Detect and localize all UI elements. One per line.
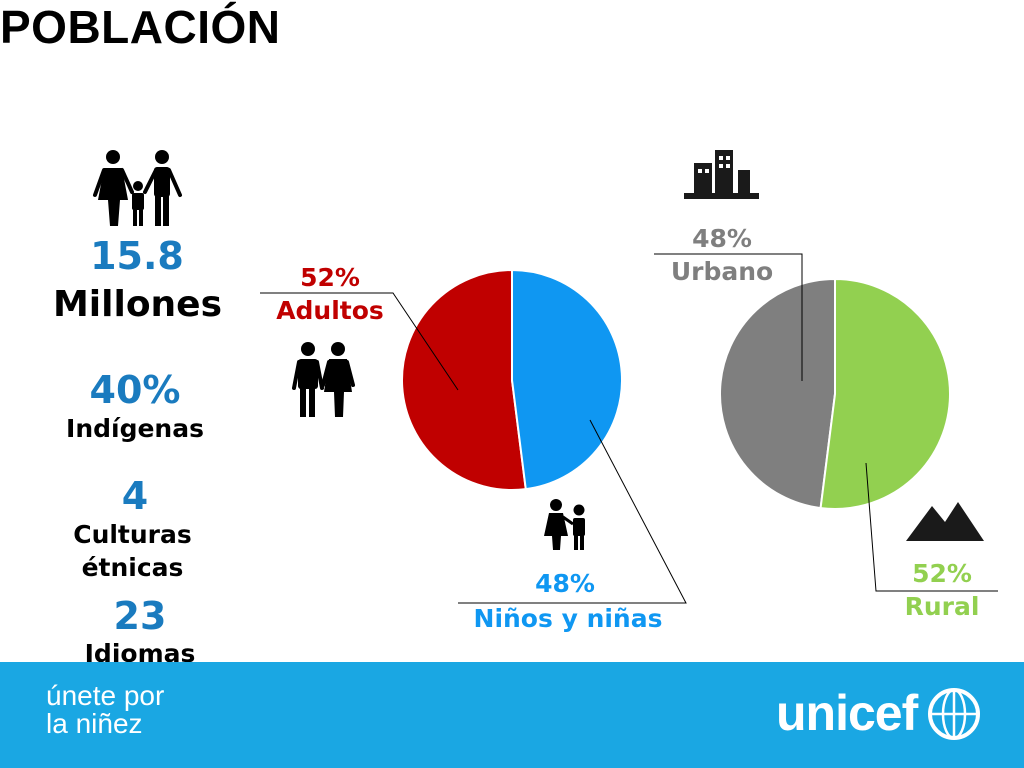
mountain-icon <box>906 502 984 541</box>
leader-line-rural <box>865 462 998 592</box>
leader-line-urban <box>654 253 803 381</box>
family-icon <box>93 150 182 226</box>
indigenous-label: Indígenas <box>66 414 204 443</box>
pie-chart-area <box>719 277 951 510</box>
pie-slice-children <box>511 268 623 491</box>
languages-value: 23 <box>113 594 167 638</box>
page-title: POBLACIÓN <box>0 1 281 53</box>
children-percent-label: 48% <box>535 569 595 598</box>
adults-icon <box>292 342 355 417</box>
city-icon <box>684 150 759 199</box>
pie-slice-urban <box>719 277 836 510</box>
urban-percent-label: 48% <box>692 224 752 253</box>
cultures-value: 4 <box>121 474 149 518</box>
adults-name-label: Adultos <box>276 296 384 325</box>
cultures-label-line1: Culturas <box>73 520 192 549</box>
footer-tagline: únete por la niñez <box>46 680 165 739</box>
children-name-label: Niños y niñas <box>473 604 663 633</box>
total-population-unit: Millones <box>52 284 223 325</box>
globe-icon <box>928 688 980 740</box>
pie-chart-age <box>401 268 623 491</box>
rural-name-label: Rural <box>904 592 980 621</box>
leader-line-adults <box>260 292 459 391</box>
adults-percent-label: 52% <box>300 263 360 292</box>
pie-slice-rural <box>819 277 951 510</box>
indigenous-value: 40% <box>89 368 181 412</box>
footer-bar: únete por la niñez unicef <box>0 662 1024 768</box>
total-population-value: 15.8 <box>90 234 184 278</box>
pie-slice-adults <box>401 268 527 491</box>
cultures-label-line2: étnicas <box>81 553 184 582</box>
rural-percent-label: 52% <box>912 559 972 588</box>
children-icon <box>544 499 585 550</box>
unicef-logo: unicef <box>776 685 918 741</box>
urban-name-label: Urbano <box>670 257 774 286</box>
leader-line-children <box>458 419 687 604</box>
